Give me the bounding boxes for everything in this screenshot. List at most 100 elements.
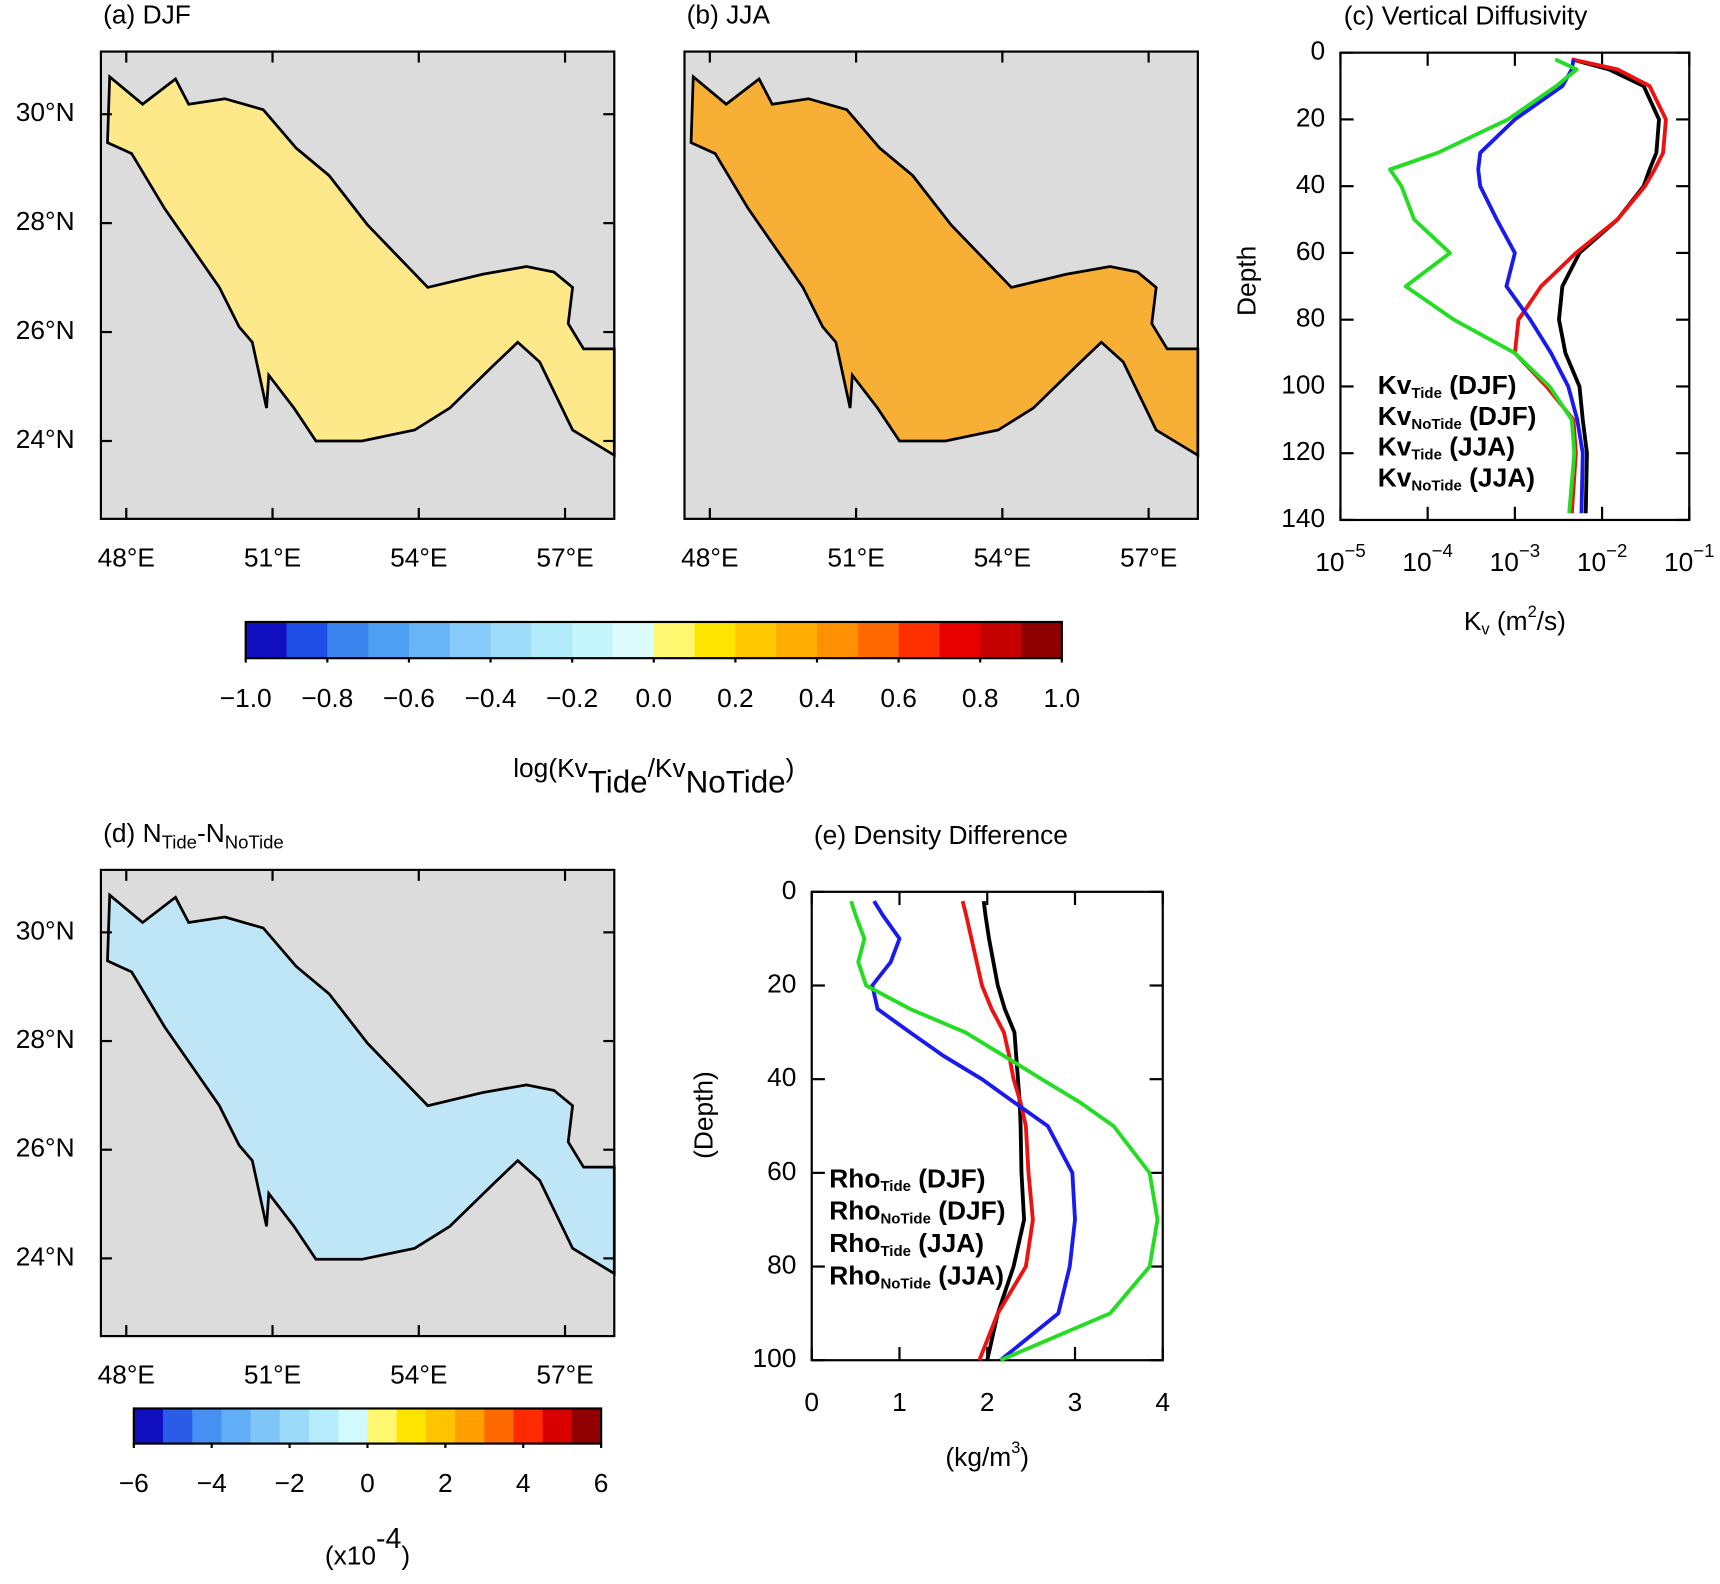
panel-title: (c) Vertical Diffusivity (1344, 1, 1589, 31)
colorbar-box (531, 621, 573, 659)
colorbar-box (513, 1408, 544, 1444)
x-tick-label: 10−5 (1315, 540, 1366, 577)
text-segment: (d) N (103, 818, 161, 848)
text-segment: (JJA) (1442, 432, 1515, 462)
colorbar-tick-label: 0.0 (635, 683, 672, 713)
colorbar-box (776, 621, 818, 659)
colorbar-box (694, 621, 736, 659)
text-segment: (JJA) (1462, 462, 1535, 492)
x-tick-label: 54°E (390, 542, 447, 572)
x-tick-label: 2 (980, 1387, 995, 1417)
colorbar-box (571, 1408, 602, 1444)
legend-entry: RhoTide (DJF) (829, 1163, 985, 1195)
colorbar-box (368, 621, 410, 659)
text-segment: NoTide (686, 765, 786, 800)
colorbar-tick-label: −6 (119, 1468, 149, 1498)
colorbar-tick-label: 1.0 (1044, 683, 1081, 713)
y-tick-label: 24°N (16, 1241, 75, 1271)
text-segment: (DJF) (1462, 401, 1537, 431)
text-segment: -N (197, 818, 225, 848)
panel-title: (a) DJF (103, 0, 191, 29)
panel-title: (d) NTide-NNoTide (103, 818, 284, 852)
x-tick-label: 48°E (98, 542, 155, 572)
tick-exponent: −4 (1432, 540, 1453, 561)
colorbar-box (250, 1408, 281, 1444)
colorbar-box (455, 1408, 485, 1444)
x-tick-label: 51°E (244, 1360, 301, 1390)
colorbar-tick-label: −0.2 (546, 683, 598, 713)
colorbar-box (133, 1408, 164, 1444)
colorbar-box (612, 621, 655, 659)
colorbar-box (980, 621, 1022, 659)
text-segment: (m (1490, 606, 1528, 636)
tick-base: 10 (1315, 547, 1344, 577)
x-tick-label: 57°E (536, 1360, 593, 1390)
text-segment: /Kv (648, 753, 687, 783)
colorbar-tick-label: 0.2 (717, 683, 754, 713)
colorbar-box (367, 1408, 398, 1444)
panel-title: (b) JJA (687, 0, 771, 29)
text-segment: (x10 (325, 1541, 376, 1571)
colorbar-tick-label: 2 (438, 1468, 453, 1498)
text-segment: Tide (588, 765, 648, 800)
colorbar-tick-label: 0.8 (962, 683, 999, 713)
text-segment: ) (1020, 1442, 1029, 1472)
colorbar-box (396, 1408, 427, 1444)
colorbar-box (542, 1408, 573, 1444)
text-segment: (DJF) (1442, 370, 1517, 400)
text-segment: Rho (829, 1260, 880, 1290)
x-tick-label: 10−2 (1577, 540, 1628, 577)
x-tick-label: 51°E (827, 542, 884, 572)
frame (99, 868, 616, 1338)
y-tick-label: 30°N (16, 915, 75, 945)
sea-field (689, 73, 1200, 458)
colorbar-box (484, 1408, 515, 1444)
y-tick-label: 40 (1296, 169, 1325, 199)
text-segment: Tide (1411, 447, 1442, 464)
text-segment: (JJA) (931, 1260, 1004, 1290)
colorbar-box (1021, 621, 1063, 659)
tick-exponent: −2 (1606, 540, 1627, 561)
text-segment: (JJA) (911, 1228, 984, 1258)
text-segment: Kv (1378, 432, 1412, 462)
y-tick-label: 60 (1296, 236, 1325, 266)
tick-exponent: −5 (1344, 540, 1365, 561)
tick-base: 10 (1664, 547, 1693, 577)
y-tick-label: 140 (1281, 503, 1325, 533)
colorbar-box (245, 621, 288, 659)
tick-exponent: −3 (1519, 540, 1540, 561)
y-tick-label: 0 (1310, 36, 1325, 66)
text-segment: Kv (1378, 370, 1412, 400)
series-line (870, 900, 1077, 1362)
tick-base: 10 (1402, 547, 1431, 577)
sea-field (106, 73, 616, 458)
tick-exponent: −1 (1693, 540, 1714, 561)
colorbar-box (490, 621, 532, 659)
colorbar-tick-label: −0.8 (301, 683, 353, 713)
y-tick-label: 80 (1296, 303, 1325, 333)
text-segment: ) (786, 753, 795, 783)
tick-base: 10 (1490, 547, 1519, 577)
x-axis-label: Kv (m2/s) (1464, 603, 1566, 639)
legend-entry: KvNoTide (DJF) (1378, 401, 1537, 433)
tick-base: 10 (1577, 547, 1606, 577)
y-tick-label: 100 (1281, 369, 1325, 399)
y-tick-label: 28°N (16, 1024, 75, 1054)
y-tick-label: 26°N (16, 315, 75, 345)
colorbar-tick-label: 0.6 (880, 683, 917, 713)
series-line (1512, 57, 1668, 514)
colorbar-box (817, 621, 859, 659)
x-axis-label: (kg/m3) (945, 1439, 1029, 1472)
colorbar-box (309, 1408, 339, 1444)
colorbar-box (408, 621, 451, 659)
colorbar-tick-label: −4 (197, 1468, 227, 1498)
colorbar-label: (x10-4) (325, 1523, 410, 1571)
legend-entry: KvTide (DJF) (1378, 370, 1517, 402)
colorbar-box (898, 621, 940, 659)
text-segment: NoTide (880, 1275, 930, 1292)
x-tick-label: 3 (1068, 1387, 1083, 1417)
text-segment: (DJF) (931, 1196, 1006, 1226)
x-tick-label: 51°E (244, 542, 301, 572)
y-tick-label: 40 (767, 1062, 796, 1092)
y-tick-label: 80 (767, 1249, 796, 1279)
